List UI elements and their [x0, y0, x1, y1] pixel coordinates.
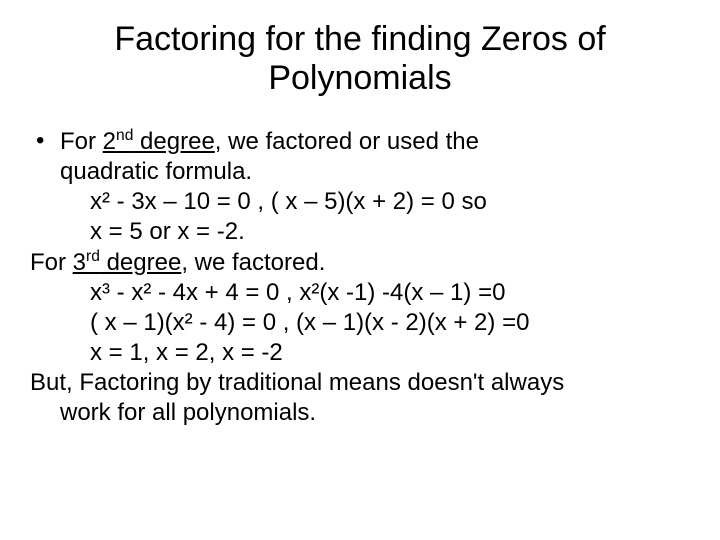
line-5: For 3rd degree, we factored.: [30, 247, 690, 278]
line-8: x = 1, x = 2, x = -2: [30, 338, 690, 368]
line-7: ( x – 1)(x² - 4) = 0 , (x – 1)(x - 2)(x …: [30, 308, 690, 338]
l1-ord-suffix: nd: [116, 127, 133, 144]
l5-ord-suffix: rd: [86, 248, 100, 265]
l1-ord-after: degree: [133, 128, 214, 155]
bullet-glyph: •: [30, 126, 60, 156]
slide-body: • For 2nd degree, we factored or used th…: [30, 126, 690, 428]
line-10: work for all polynomials.: [30, 398, 690, 428]
l5-prefix: For: [30, 249, 73, 276]
line-6: x³ - x² - 4x + 4 = 0 , x²(x -1) -4(x – 1…: [30, 278, 690, 308]
l1-rest: , we factored or used the: [215, 128, 479, 155]
l1-degree-underline: 2nd degree: [103, 128, 215, 155]
line-9: But, Factoring by traditional means does…: [30, 368, 690, 398]
l1-ord-num: 2: [103, 128, 116, 155]
line-1: For 2nd degree, we factored or used the: [60, 126, 690, 157]
line-3: x² - 3x – 10 = 0 , ( x – 5)(x + 2) = 0 s…: [30, 187, 690, 217]
l5-ord-after: degree: [100, 249, 181, 276]
l5-rest: , we factored.: [181, 249, 325, 276]
l5-ord-num: 3: [73, 249, 86, 276]
line-4: x = 5 or x = -2.: [30, 217, 690, 247]
l5-degree-underline: 3rd degree: [73, 249, 182, 276]
line-2: quadratic formula.: [30, 157, 690, 187]
bullet-line-1: • For 2nd degree, we factored or used th…: [30, 126, 690, 157]
l1-prefix: For: [60, 128, 103, 155]
slide-title: Factoring for the finding Zeros of Polyn…: [30, 20, 690, 98]
